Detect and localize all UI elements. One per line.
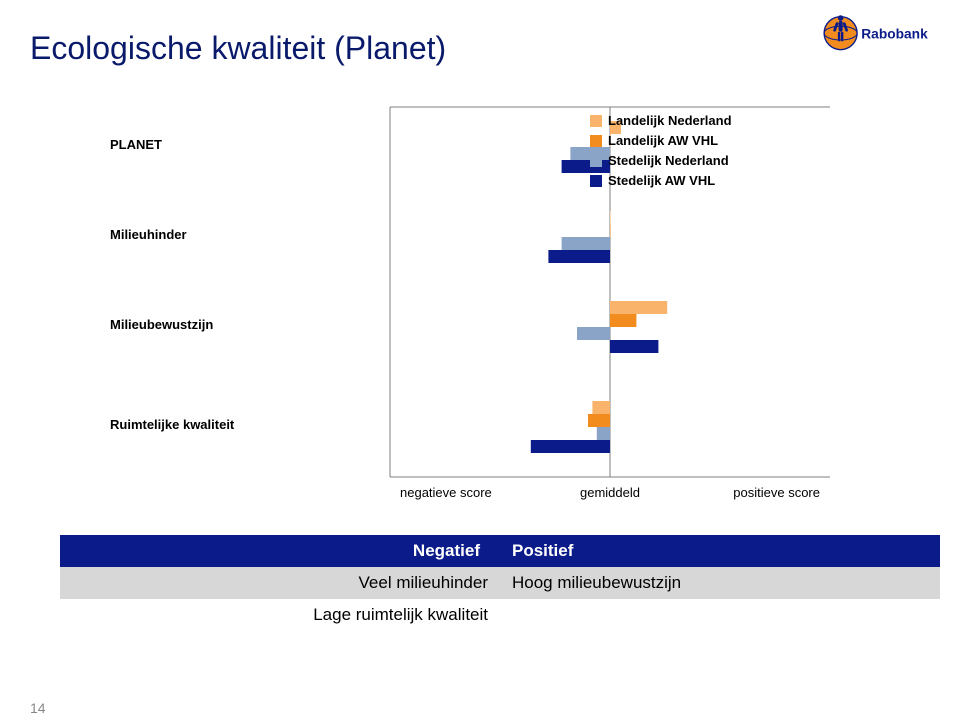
rabobank-logo: Rabobank (820, 12, 930, 68)
planet-chart: PLANET Milieuhinder Milieubewustzijn Ruimte… (90, 97, 850, 527)
table-row: Lage ruimtelijk kwaliteit (60, 599, 940, 631)
cell-neg: Lage ruimtelijk kwaliteit (60, 599, 500, 631)
legend-label: Stedelijk AW VHL (608, 173, 715, 188)
chart-bar (597, 427, 610, 440)
page-number: 14 (30, 700, 46, 716)
chart-bar (531, 440, 610, 453)
chart-bar (562, 160, 610, 173)
chart-bar (588, 414, 610, 427)
cell-neg: Veel milieuhinder (60, 567, 500, 599)
chart-bar (610, 314, 636, 327)
legend-label: Stedelijk Nederland (608, 153, 729, 168)
chart-category-label: Milieubewustzijn (110, 317, 213, 332)
logo-text: Rabobank (861, 27, 928, 42)
legend-swatch (590, 135, 602, 147)
chart-bar (610, 301, 667, 314)
summary-table: Negatief Positief Veel milieuhinder Hoog… (60, 535, 940, 631)
axis-label-right: positieve score (733, 485, 820, 500)
chart-bar (577, 327, 610, 340)
axis-label-center: gemiddeld (580, 485, 640, 500)
legend-swatch (590, 175, 602, 187)
chart-container: PLANET Milieuhinder Milieubewustzijn Ruimte… (90, 97, 850, 527)
legend-swatch (590, 155, 602, 167)
chart-bar (592, 401, 610, 414)
cell-pos (500, 599, 940, 631)
chart-bar (610, 340, 658, 353)
legend-label: Landelijk Nederland (608, 113, 732, 128)
th-positief: Positief (500, 535, 940, 567)
axis-label-left: negatieve score (400, 485, 492, 500)
legend-label: Landelijk AW VHL (608, 133, 718, 148)
table-row: Veel milieuhinder Hoog milieubewustzijn (60, 567, 940, 599)
chart-bar (610, 211, 611, 224)
chart-category-label: PLANET (110, 137, 162, 152)
table-header-row: Negatief Positief (60, 535, 940, 567)
page-title: Ecologische kwaliteit (Planet) (30, 30, 930, 67)
chart-bar (610, 224, 611, 237)
chart-bar (548, 250, 610, 263)
chart-bar (562, 237, 610, 250)
chart-category-label: Ruimtelijke kwaliteit (110, 417, 235, 432)
th-negatief: Negatief (60, 535, 500, 567)
cell-pos: Hoog milieubewustzijn (500, 567, 940, 599)
chart-category-label: Milieuhinder (110, 227, 187, 242)
legend-swatch (590, 115, 602, 127)
slide-page: Ecologische kwaliteit (Planet) Rabobank … (0, 0, 960, 728)
